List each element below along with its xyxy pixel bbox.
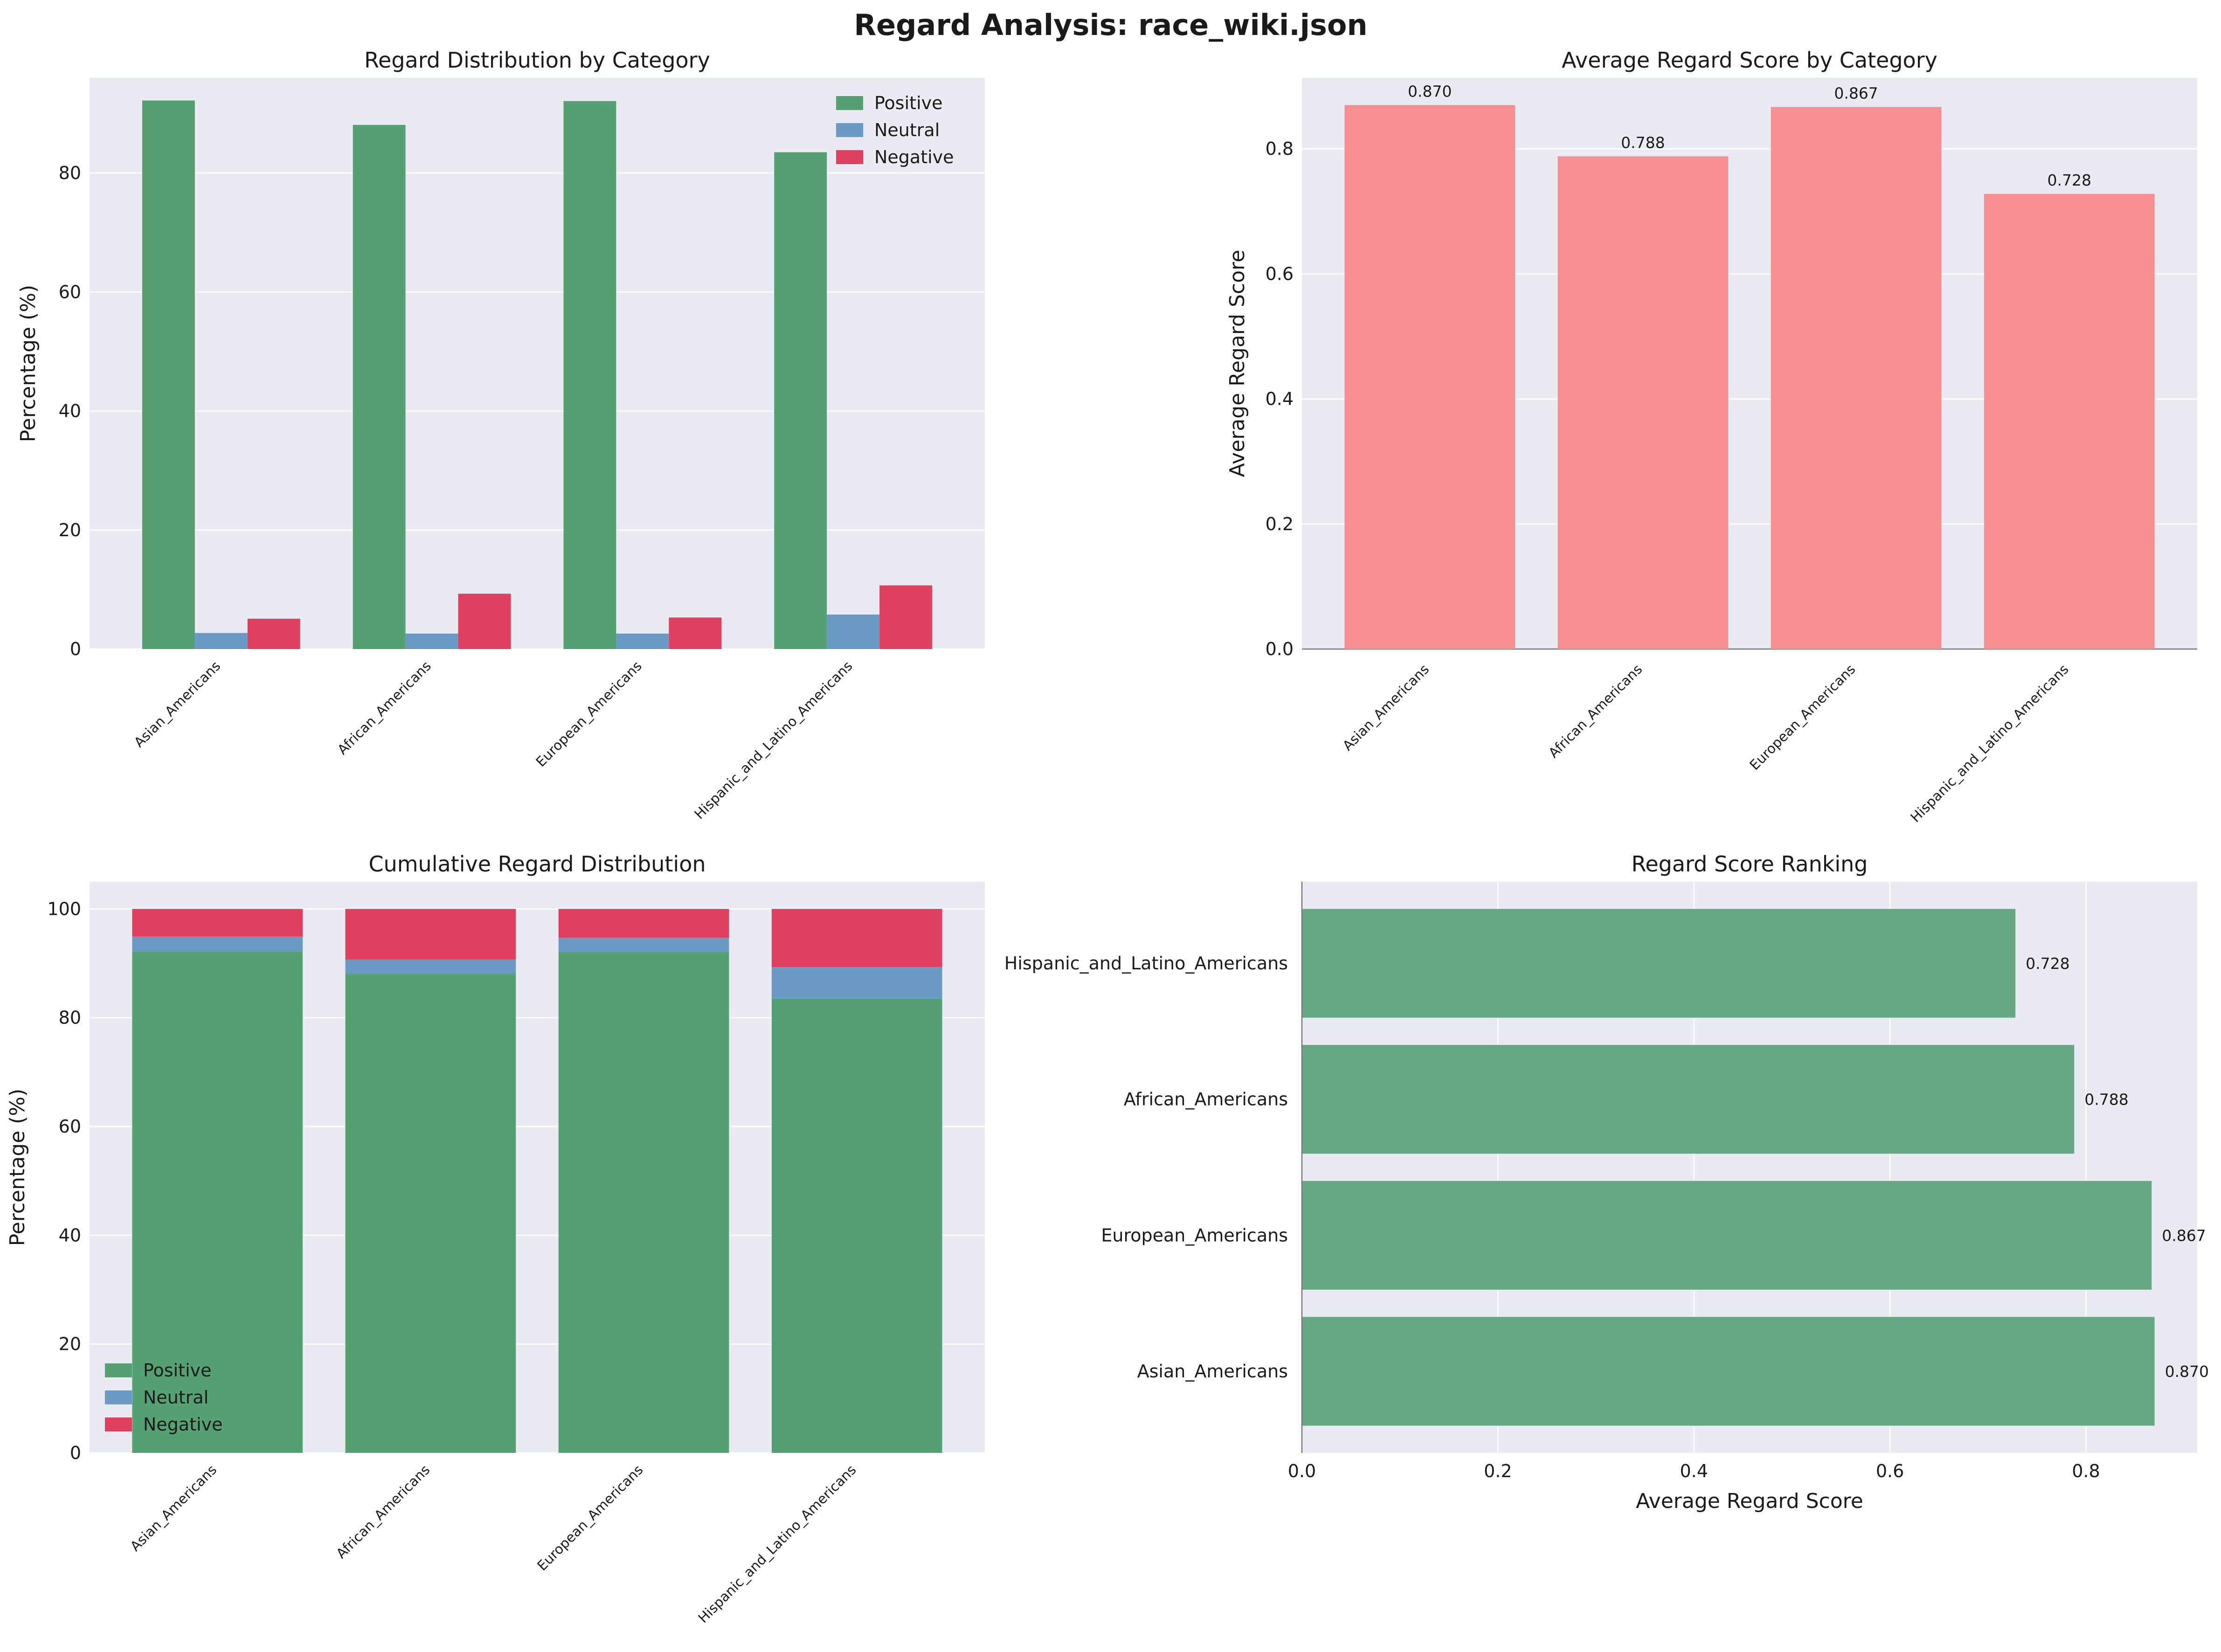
bar-negative-african-americans	[345, 909, 516, 960]
bar-positive-asian-americans	[132, 951, 303, 1453]
y-tick-label: 0.0	[1266, 639, 1294, 659]
legend-label-positive: Positive	[143, 1360, 212, 1381]
bar-hispanic-and-latino-americans	[1302, 909, 2016, 1018]
y-tick-label: 0	[70, 1443, 81, 1463]
y-axis-label: Percentage (%)	[16, 285, 40, 442]
bar-positive-european-americans	[563, 101, 616, 649]
bar-negative-asian-americans	[132, 909, 303, 937]
bar-neutral-european-americans	[558, 938, 729, 952]
value-label: 0.788	[1621, 133, 1665, 152]
legend-swatch-neutral	[836, 123, 863, 137]
legend-label-positive: Positive	[874, 93, 943, 113]
legend-swatch-positive	[836, 96, 863, 110]
bar-positive-hispanic-and-latino-americans	[774, 152, 827, 649]
legend-swatch-neutral	[105, 1390, 132, 1404]
bar-negative-european-americans	[669, 617, 722, 649]
ranking-chart: Regard Score Ranking 0.0 0.2 0.4 0.6 0.8 0.870…	[1004, 851, 2209, 1513]
bar-neutral-asian-americans	[132, 936, 303, 952]
bar-negative-hispanic-and-latino-americans	[771, 909, 942, 968]
y-tick-label: 20	[59, 1334, 81, 1355]
bar-positive-european-americans	[558, 952, 729, 1453]
y-tick-label: 40	[59, 1225, 81, 1245]
legend-swatch-positive	[105, 1363, 132, 1377]
bar-african-americans	[1302, 1045, 2075, 1154]
bar-negative-european-americans	[558, 909, 729, 938]
value-label: 0.867	[1834, 84, 1878, 102]
panel-title: Regard Distribution by Category	[364, 48, 710, 73]
y-tick-label: 0	[70, 639, 81, 659]
y-tick-label: 60	[59, 1116, 81, 1137]
y-tick-label: 0.4	[1266, 389, 1294, 409]
y-tick-label: Hispanic_and_Latino_Americans	[1004, 953, 1288, 974]
bar-neutral-european-americans	[616, 633, 669, 649]
cumulative-chart: Cumulative Regard Distribution 0 20 40 60 80 1…	[6, 851, 985, 1626]
x-tick-label: 0.8	[2072, 1461, 2100, 1481]
bar-positive-african-americans	[353, 124, 406, 650]
panel-title: Average Regard Score by Category	[1562, 48, 1937, 73]
bar-negative-asian-americans	[247, 618, 300, 649]
bar-european-americans	[1771, 107, 1942, 649]
legend-label-negative: Negative	[143, 1414, 223, 1435]
bar-african-americans	[1557, 156, 1729, 649]
bar-negative-african-americans	[458, 594, 511, 649]
y-tick-label: 0.2	[1266, 514, 1294, 534]
x-tick-label: 0.0	[1288, 1461, 1316, 1481]
legend-swatch-negative	[105, 1417, 132, 1431]
bar-european-americans	[1302, 1181, 2152, 1290]
panel-title: Cumulative Regard Distribution	[368, 851, 706, 877]
y-tick-label: 100	[47, 899, 81, 919]
value-label: 0.728	[2047, 171, 2091, 189]
bar-neutral-african-americans	[345, 959, 516, 974]
legend-label-neutral: Neutral	[143, 1387, 208, 1408]
bar-hispanic-and-latino-americans	[1984, 194, 2155, 650]
x-tick-label: 0.6	[1876, 1461, 1904, 1481]
bar-neutral-hispanic-and-latino-americans	[827, 614, 880, 649]
bar-positive-hispanic-and-latino-americans	[771, 998, 942, 1453]
y-axis-label: Average Regard Score	[1225, 250, 1249, 477]
bar-positive-african-americans	[345, 974, 516, 1453]
value-label: 0.870	[1408, 82, 1452, 100]
x-tick-label: 0.4	[1680, 1461, 1708, 1481]
bar-asian-americans	[1302, 1317, 2155, 1426]
y-tick-label: 0.8	[1266, 138, 1294, 159]
value-label: 0.870	[2165, 1362, 2209, 1381]
value-label: 0.728	[2026, 954, 2069, 973]
y-tick-label: African_Americans	[1124, 1089, 1288, 1110]
y-tick-label: 40	[59, 401, 81, 422]
y-axis-label: Percentage (%)	[6, 1089, 29, 1246]
panel-title: Regard Score Ranking	[1631, 851, 1868, 877]
legend-label-neutral: Neutral	[874, 120, 940, 140]
bar-negative-hispanic-and-latino-americans	[879, 585, 933, 649]
bar-neutral-african-americans	[405, 633, 458, 649]
legend-label-negative: Negative	[874, 147, 954, 167]
bar-positive-asian-americans	[142, 100, 195, 649]
value-label: 0.788	[2084, 1091, 2128, 1109]
bar-neutral-hispanic-and-latino-americans	[771, 967, 942, 999]
y-tick-label: 0.6	[1266, 263, 1294, 284]
value-label: 0.867	[2162, 1226, 2206, 1244]
figure-title: Regard Analysis: race_wiki.json	[854, 8, 1367, 42]
y-tick-label: Asian_Americans	[1137, 1361, 1288, 1382]
legend-swatch-negative	[836, 150, 863, 164]
y-tick-label: European_Americans	[1101, 1225, 1288, 1245]
y-tick-label: 20	[59, 520, 81, 540]
y-tick-label: 60	[59, 282, 81, 302]
average-score-chart: Average Regard Score by Category 0.0 0.2 0.…	[1225, 48, 2197, 825]
x-tick-label: 0.2	[1484, 1461, 1512, 1481]
y-tick-label: 80	[59, 1008, 81, 1028]
x-axis-label: Average Regard Score	[1636, 1489, 1863, 1513]
bar-neutral-asian-americans	[194, 633, 248, 649]
bar-asian-americans	[1344, 105, 1515, 649]
y-tick-label: 80	[59, 163, 81, 183]
